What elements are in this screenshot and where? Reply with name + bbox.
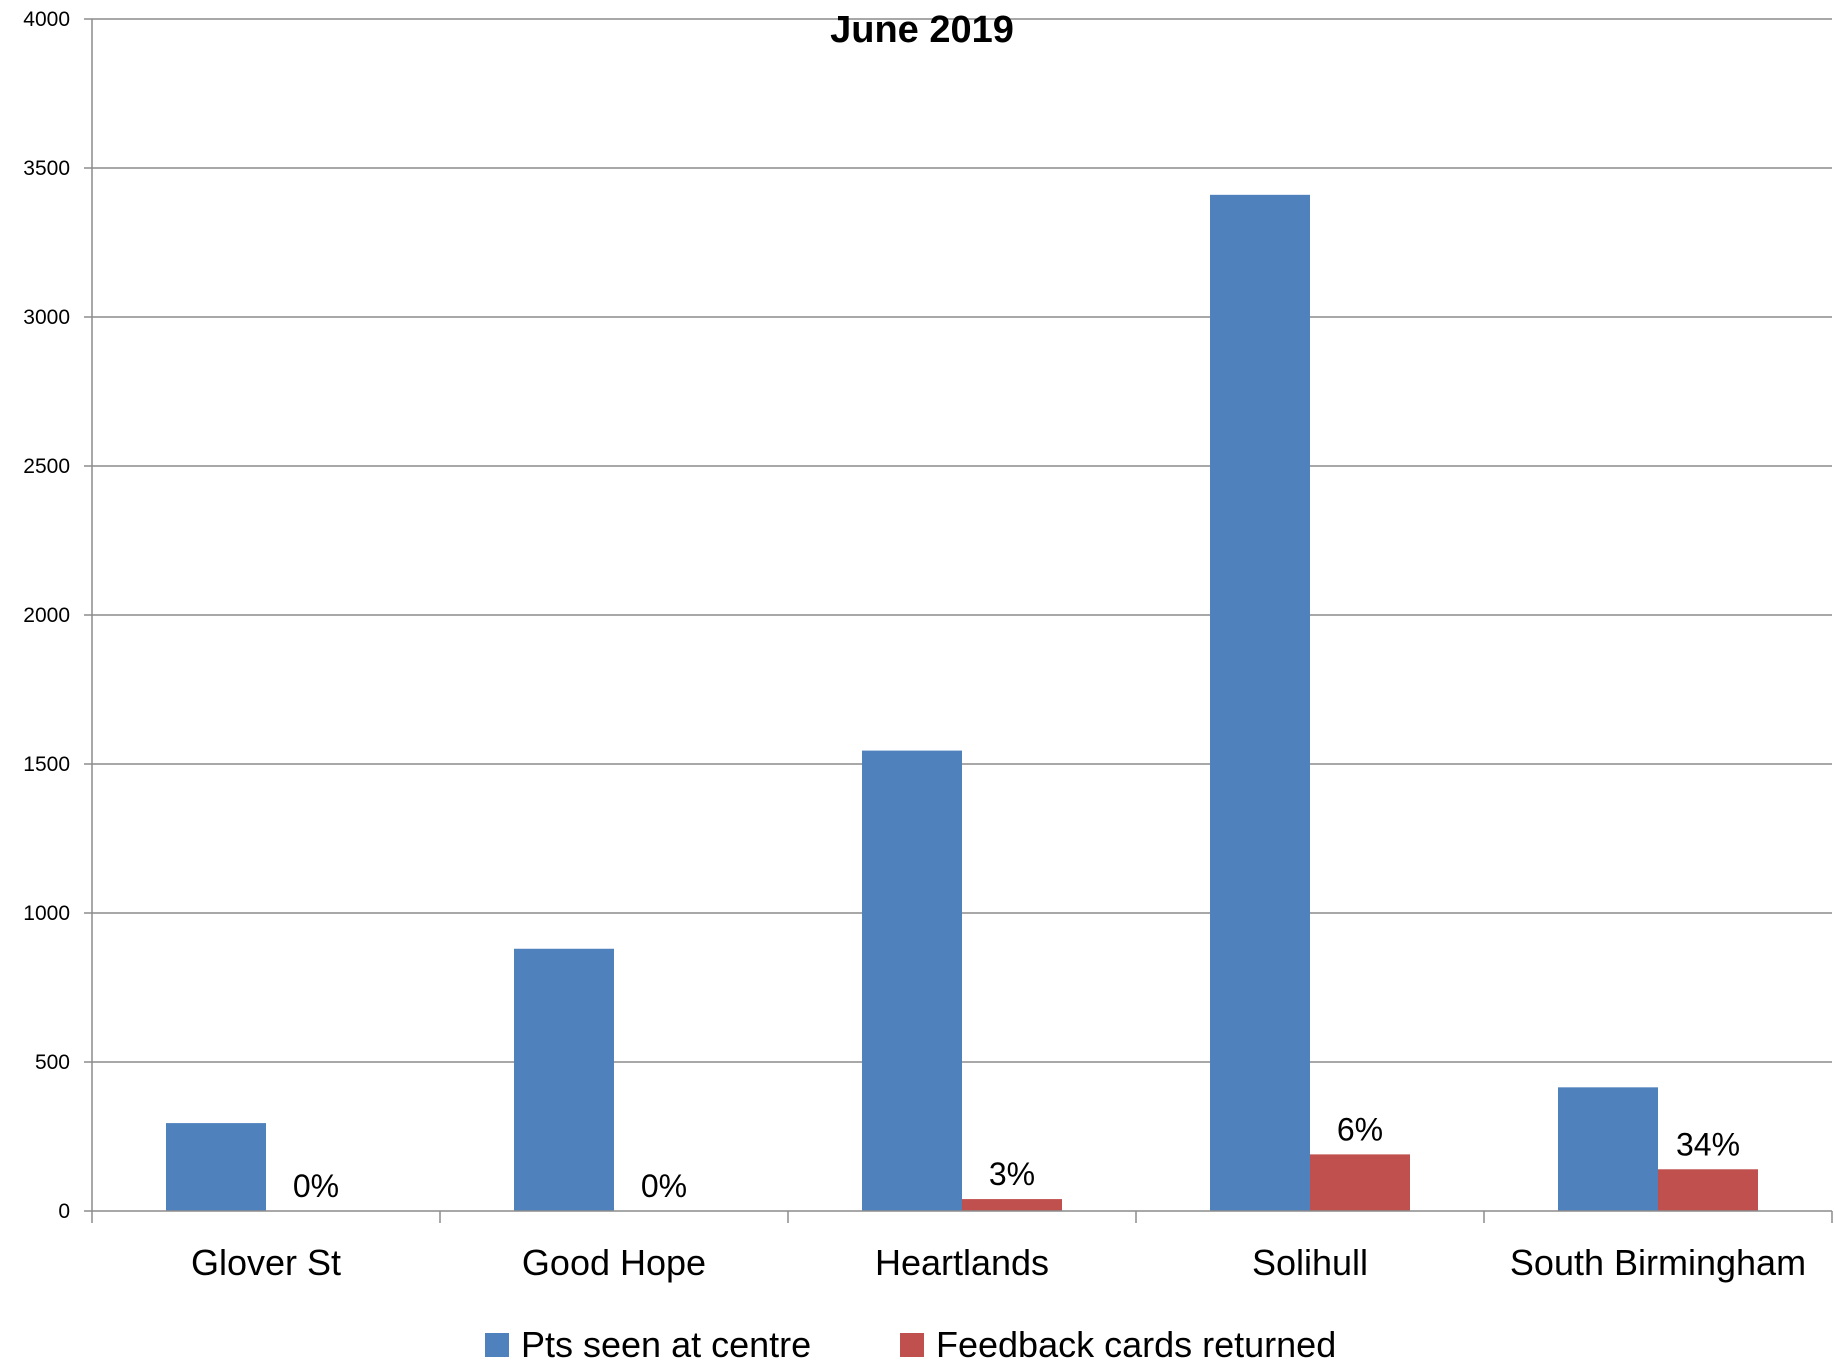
legend-swatch	[485, 1333, 509, 1357]
data-label: 0%	[641, 1168, 687, 1204]
y-tick-label: 1500	[23, 753, 70, 776]
data-label: 6%	[1337, 1111, 1383, 1147]
bar-feedback-cards-2	[962, 1199, 1062, 1211]
y-tick-label: 4000	[23, 8, 70, 31]
bar-feedback-cards-4	[1658, 1169, 1758, 1211]
y-tick-label: 3500	[23, 157, 70, 180]
data-label: 34%	[1676, 1126, 1740, 1162]
bar-pts-seen-3	[1210, 194, 1310, 1211]
y-tick-label: 1000	[23, 902, 70, 925]
x-category-labels: Glover St Good Hope Heartlands Solihull Sout…	[191, 1242, 1806, 1283]
legend-label: Feedback cards returned	[936, 1324, 1336, 1362]
bar-feedback-cards-3	[1310, 1154, 1410, 1211]
data-label: 0%	[293, 1168, 339, 1204]
x-category-label: Good Hope	[522, 1242, 706, 1283]
bar-pts-seen-1	[514, 948, 614, 1211]
x-category-label: Glover St	[191, 1242, 341, 1283]
y-tick-label: 0	[58, 1200, 70, 1223]
data-labels: 0% 0% 3% 6% 34%	[293, 1111, 1740, 1204]
y-tick-label: 500	[35, 1051, 70, 1074]
legend-swatch	[900, 1333, 924, 1357]
y-tick-labels: 0 500 1000 1500 2000 2500 3000 3500 4000	[23, 8, 70, 1223]
bar-pts-seen-4	[1558, 1087, 1658, 1211]
legend-label: Pts seen at centre	[521, 1324, 811, 1362]
axes	[84, 18, 1833, 1223]
chart-title: June 2019	[830, 9, 1014, 51]
y-tick-label: 2500	[23, 455, 70, 478]
x-category-label: Solihull	[1252, 1242, 1368, 1283]
x-category-label: Heartlands	[875, 1242, 1049, 1283]
legend: Pts seen at centre Feedback cards returne…	[485, 1324, 1336, 1362]
x-category-label: South Birmingham	[1510, 1242, 1806, 1283]
data-label: 3%	[989, 1156, 1035, 1192]
bars	[166, 194, 1758, 1211]
y-tick-label: 2000	[23, 604, 70, 627]
y-tick-label: 3000	[23, 306, 70, 329]
bar-pts-seen-2	[862, 750, 962, 1211]
bar-pts-seen-0	[166, 1123, 266, 1211]
